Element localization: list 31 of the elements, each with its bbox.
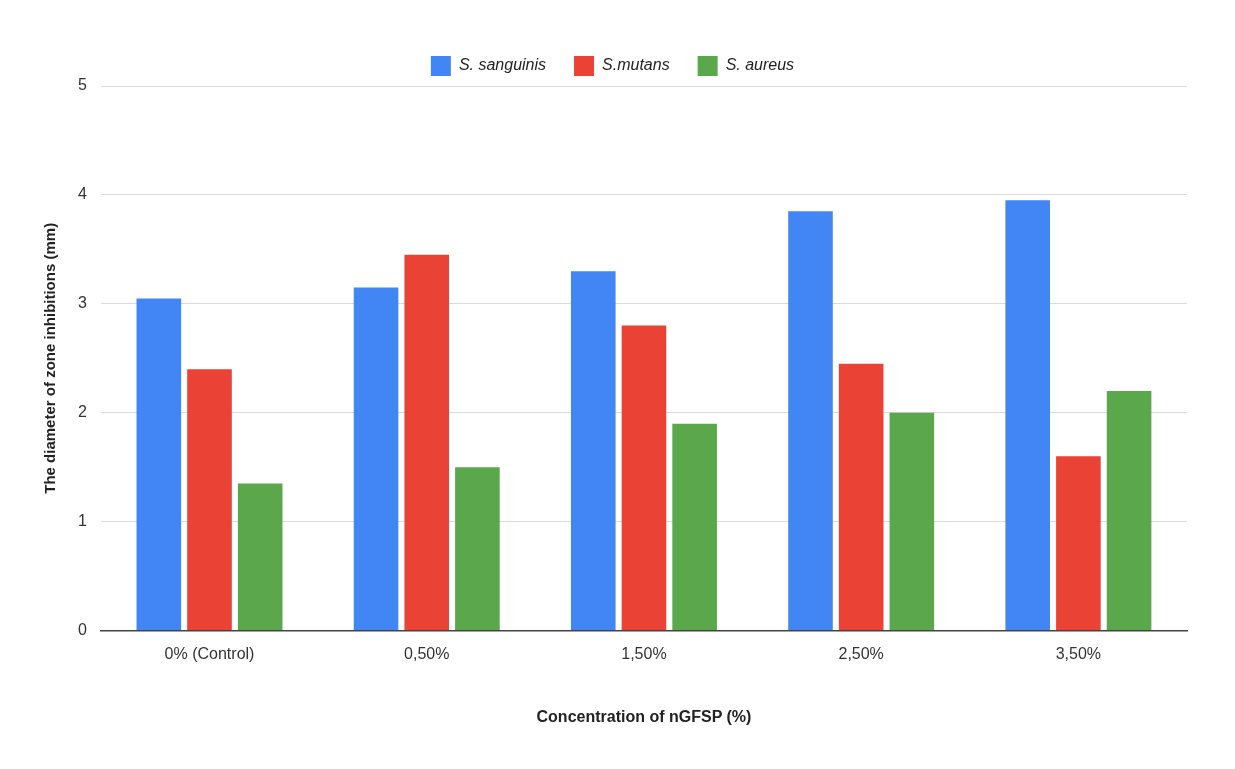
bar — [621, 325, 667, 631]
bar — [455, 467, 500, 631]
bar — [136, 298, 182, 631]
x-tick-label: 0,50% — [404, 644, 450, 662]
bar — [237, 483, 283, 631]
y-axis-title: The diameter of zone inhibitions (mm) — [41, 222, 59, 494]
y-tick-label: 5 — [77, 76, 87, 94]
legend-label: S.mutans — [602, 56, 670, 74]
x-tick-label: 2,50% — [838, 644, 884, 662]
bar — [788, 211, 833, 631]
bar — [187, 369, 232, 631]
y-tick-label: 4 — [77, 185, 87, 203]
bar — [1056, 456, 1101, 631]
bar — [570, 271, 616, 631]
bar — [353, 287, 399, 631]
x-axis-title: Concentration of nGFSP (%) — [536, 707, 752, 725]
y-tick-label: 0 — [77, 621, 87, 639]
bar — [1106, 390, 1152, 631]
legend-label: S. sanguinis — [458, 56, 547, 74]
bar — [1005, 200, 1051, 631]
bar — [404, 254, 450, 631]
bar — [672, 423, 717, 631]
x-tick-label: 0% (Control) — [164, 644, 255, 662]
x-tick-label: 3,50% — [1055, 644, 1102, 662]
bar — [889, 412, 935, 631]
y-tick-label: 1 — [77, 512, 87, 530]
y-tick-label: 3 — [77, 294, 87, 312]
y-tick-label: 2 — [77, 403, 87, 421]
x-tick-label: 1,50% — [621, 644, 667, 662]
legend-label: S. aureus — [725, 56, 795, 74]
bar — [838, 363, 884, 631]
